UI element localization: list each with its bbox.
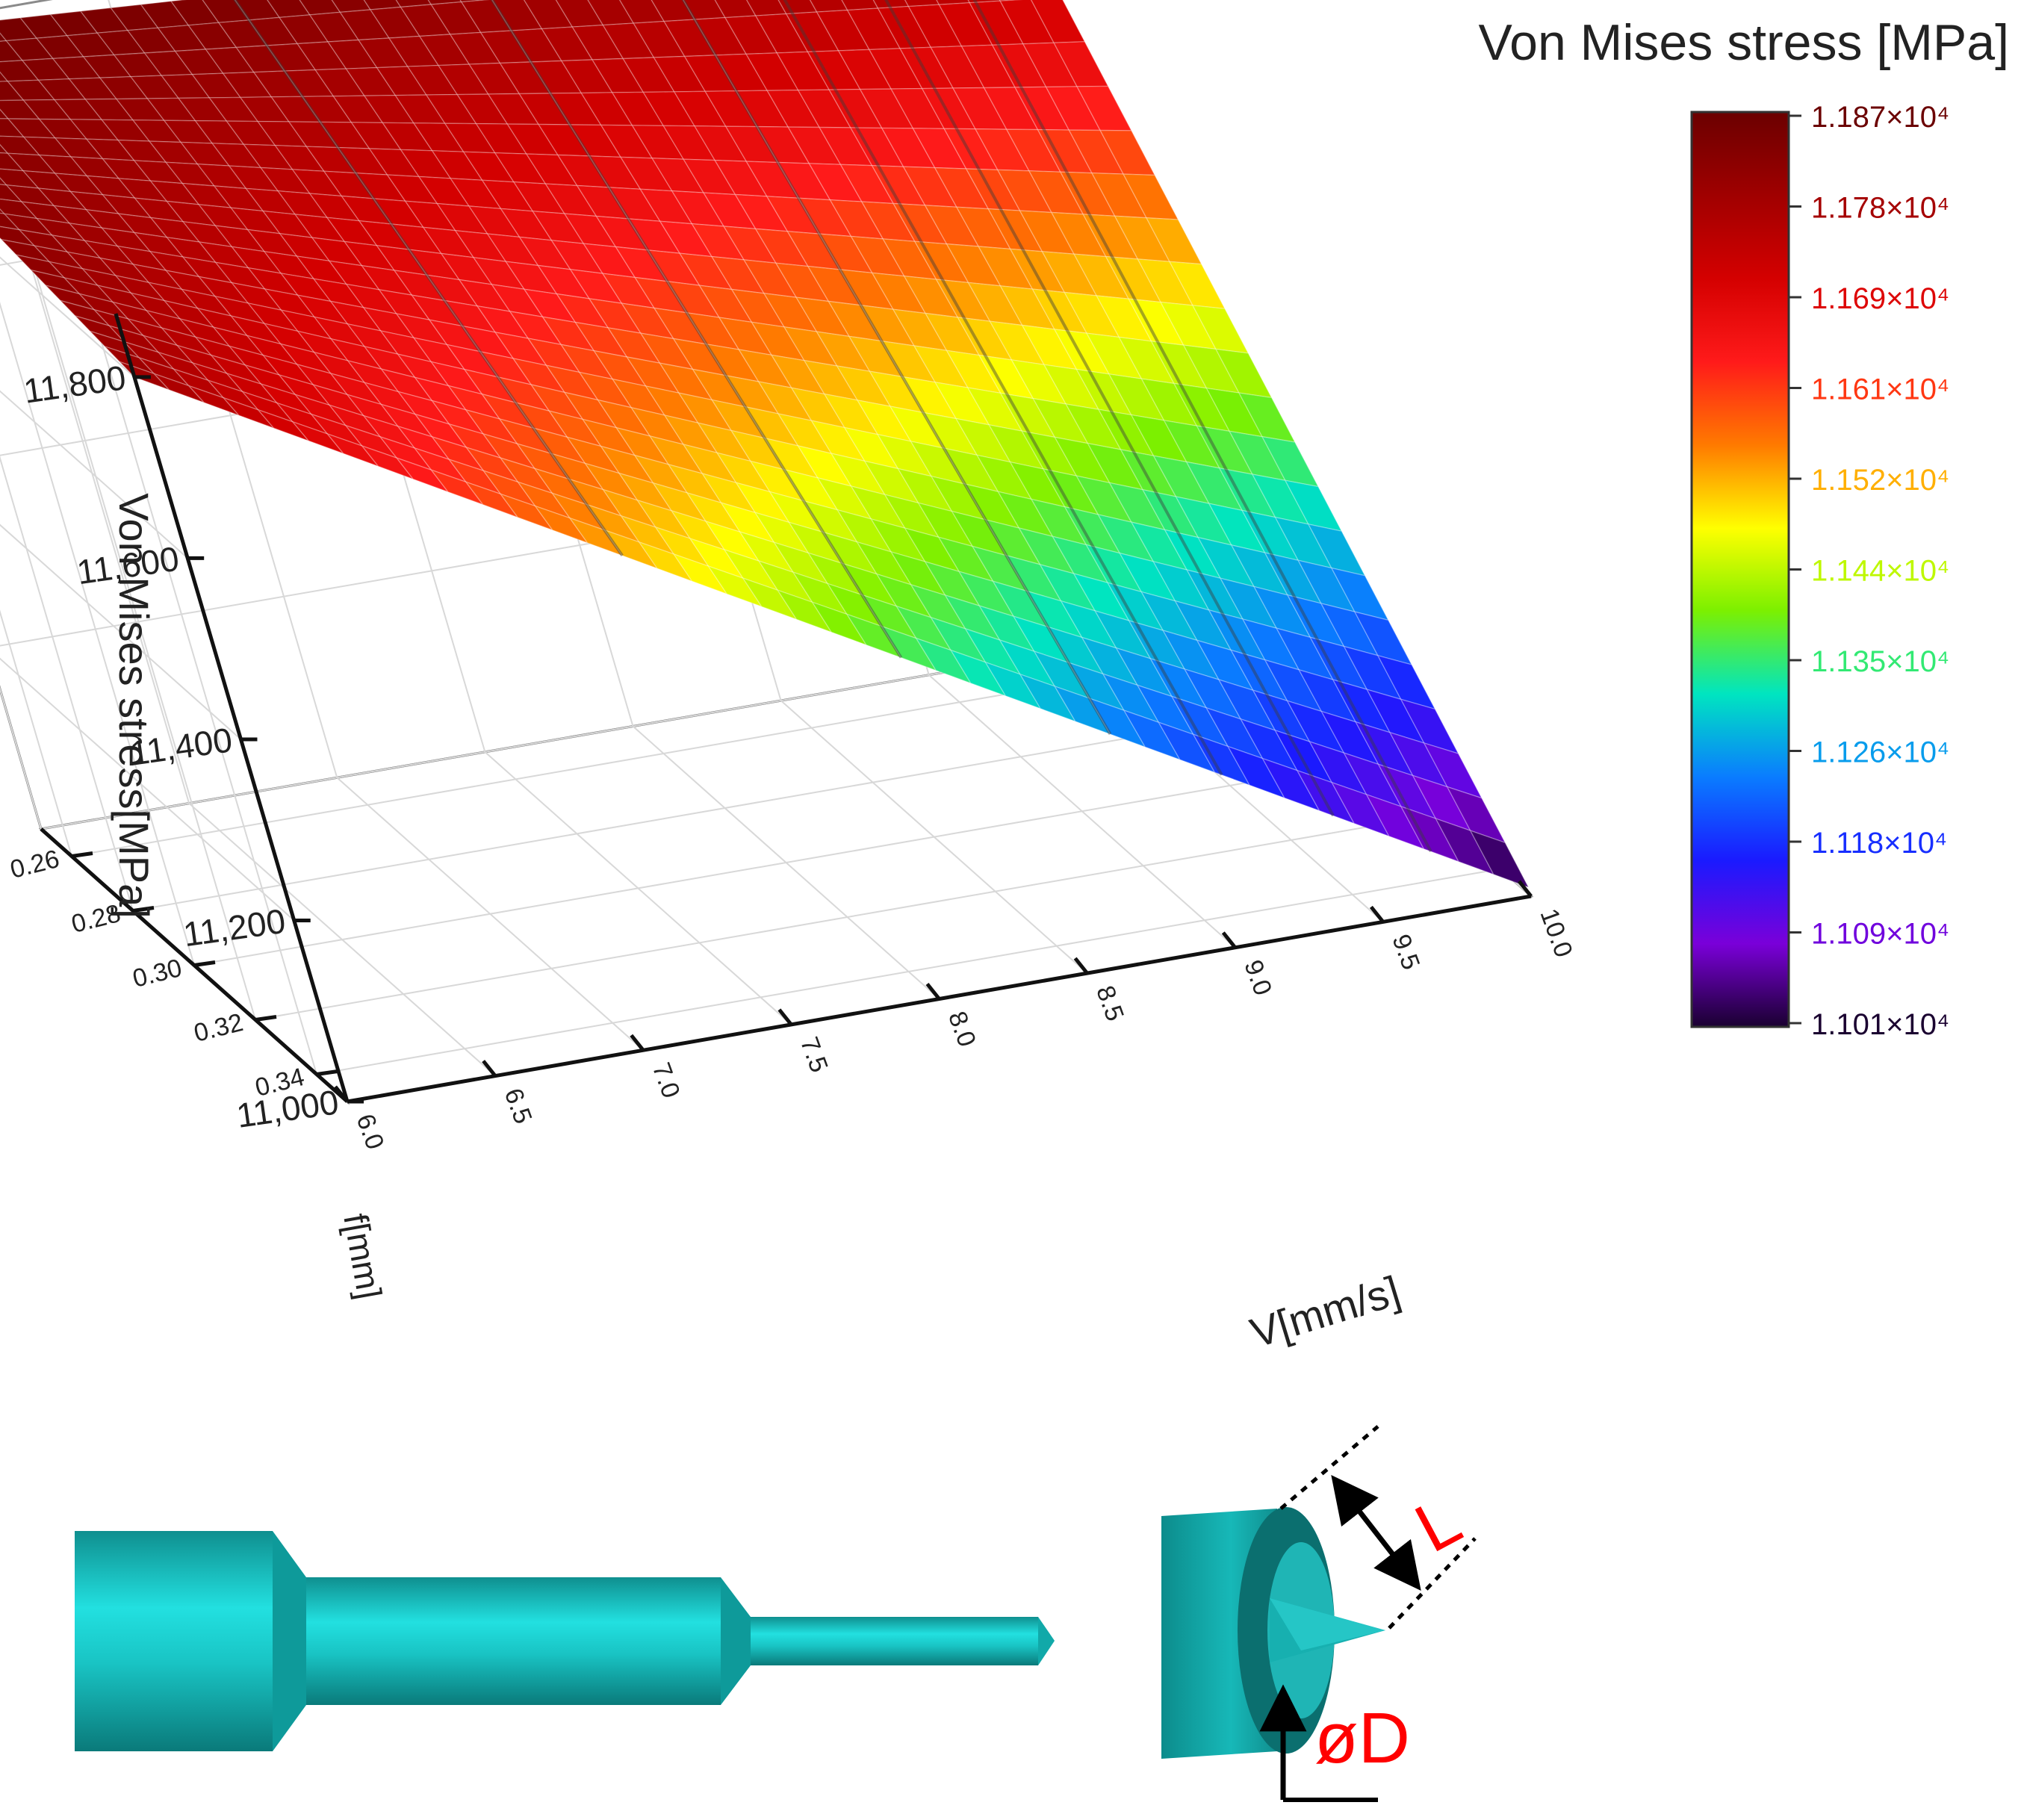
z-tick-label: 11,200 [181,901,288,954]
y-axis-title: f[mm] [336,1211,389,1302]
colorbar-labels: 1.187×10⁴ 1.178×10⁴ 1.169×10⁴ 1.161×10⁴ 1.15… [1789,101,1949,1041]
contour-line [884,0,1335,817]
y-tick-label: 0.30 [130,954,184,993]
diameter-dimension [1259,1684,1378,1802]
colorbar-label: 1.152×10⁴ [1811,464,1949,497]
x-axis-title: V[mm/s] [1245,1267,1406,1356]
surface-patch [1469,829,1530,889]
x-tick-label: 9.0 [1238,956,1277,998]
z-tick-label: 11,800 [21,358,128,411]
surface-patch [0,143,10,155]
contour-line [681,0,1112,736]
surface-patch [683,0,727,20]
length-label: L [1403,1482,1473,1567]
surface-patch [491,0,543,31]
surface-plot [0,0,1530,889]
colorbar-label: 1.109×10⁴ [1811,918,1949,951]
colorbar-label: 1.135×10⁴ [1811,645,1949,678]
surface-patch [1214,348,1273,399]
colorbar-label: 1.126×10⁴ [1811,736,1949,769]
colorbar-label: 1.144×10⁴ [1811,555,1949,588]
surface-patch [1307,523,1366,577]
surface-patch [1400,698,1459,755]
y-tick-label: 0.32 [191,1008,246,1048]
z-axis-title: Von Mises stress[MPa] [111,493,158,919]
x-tick-label: 10.0 [1534,905,1577,961]
colorbar-label: 1.118×10⁴ [1811,827,1947,860]
surface-patch [967,0,1002,4]
y-tick-label: 0.26 [7,845,62,884]
colorbar-label: 1.178×10⁴ [1811,192,1949,225]
contour-line [233,0,624,557]
surface-patch [523,0,574,30]
surface-patch [0,108,10,119]
x-tick-label: 6.5 [499,1084,538,1127]
tool-side-view [75,1531,1055,1751]
contour-line [972,0,1432,853]
x-tick-label: 8.5 [1090,982,1129,1025]
length-dimension [1279,1425,1477,1630]
colorbar-label: 1.161×10⁴ [1811,373,1949,406]
surface-patch [1030,0,1086,44]
surface-patch [170,0,220,26]
surface-patch [618,0,665,24]
surface-patch [555,0,604,28]
surface-patch [0,208,6,215]
colorbar-label: 1.101×10⁴ [1811,1008,1949,1041]
x-tick-label: 6.0 [350,1111,389,1153]
contour-line [490,0,903,659]
surface-patch [1261,435,1320,488]
contour-line [783,0,1223,776]
surface-patch [1168,261,1226,310]
surface-patch [0,177,8,186]
x-tick-label: 7.0 [647,1059,686,1102]
surface-patch [999,0,1024,1]
surface-patch [0,71,9,82]
surface-patch [714,0,757,19]
colorbar-label: 1.187×10⁴ [1811,101,1949,134]
x-tick-label: 7.5 [795,1034,833,1076]
surface-patch [0,32,7,43]
diameter-label: øD [1314,1698,1410,1778]
x-tick-label: 9.5 [1386,931,1425,973]
colorbar-label: 1.169×10⁴ [1811,282,1949,315]
colorbar-title: Von Mises stress [MPa] [1479,14,2009,71]
surface-patch [1238,392,1296,443]
surface-patch [1052,41,1109,87]
x-tick-label: 8.0 [943,1007,981,1050]
surface-patch [460,0,512,34]
colorbar [1690,111,1790,1028]
